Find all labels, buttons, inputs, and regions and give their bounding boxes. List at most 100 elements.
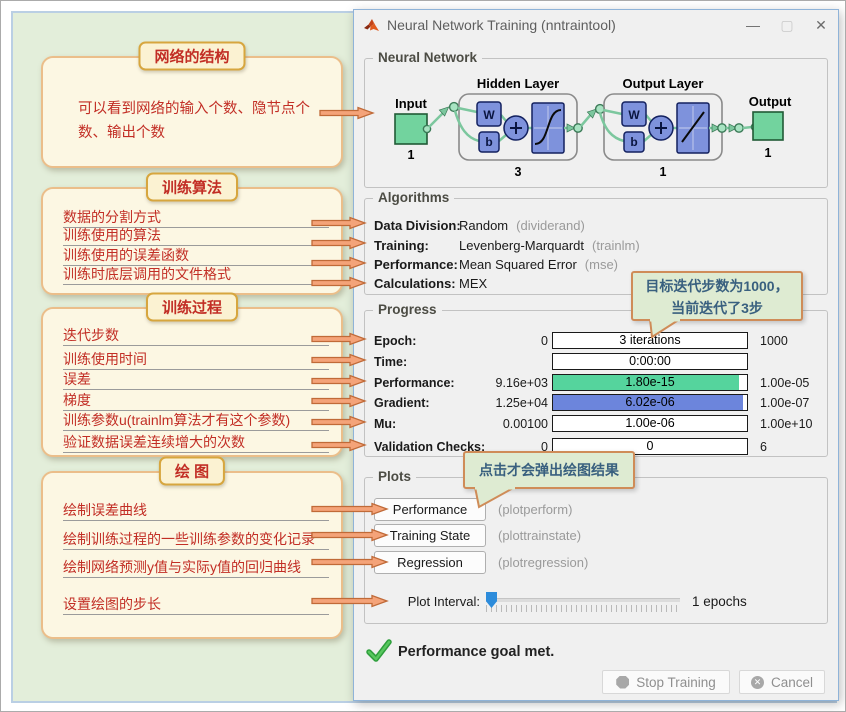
maximize-button: ▢ bbox=[780, 17, 794, 33]
callout-text: 点击才会弹出绘图结果 bbox=[479, 462, 619, 478]
progress-min: 0 bbox=[541, 333, 548, 348]
hidden-count: 3 bbox=[515, 165, 522, 179]
cancel-icon: ✕ bbox=[750, 675, 764, 689]
performance-plot-button[interactable]: Performance bbox=[374, 498, 486, 521]
annotation-badge: 绘 图 bbox=[158, 456, 226, 486]
progress-row-performance: Performance: 9.16e+03 1.80e-15 1.00e-05 bbox=[374, 374, 809, 391]
annotation-item: 数据的分割方式 bbox=[63, 209, 329, 228]
progress-row-time: Time: 0:00:00 bbox=[374, 353, 760, 370]
progress-row-validation-checks: Validation Checks: 0 0 6 bbox=[374, 438, 767, 455]
algorithms-group: Algorithms bbox=[364, 190, 828, 295]
alg-row-label: Calculations: bbox=[374, 275, 456, 291]
progress-value: 0:00:00 bbox=[629, 354, 671, 368]
performance-plot-fn: (plotperform) bbox=[498, 502, 573, 517]
callout-epoch-note: 目标迭代步数为1000， 当前迭代了3步 bbox=[631, 271, 803, 321]
algorithm-row: Calculations: MEX bbox=[374, 274, 495, 292]
callout-tail bbox=[649, 319, 681, 339]
algorithm-row: Performance: Mean Squared Error (mse) bbox=[374, 255, 618, 273]
output-layer-count: 1 bbox=[660, 165, 667, 179]
arrow-right-icon bbox=[311, 594, 389, 608]
progress-label: Mu: bbox=[374, 416, 397, 431]
progress-row-epoch: Epoch: 0 3 iterations 1000 bbox=[374, 332, 788, 349]
progress-label: Time: bbox=[374, 354, 408, 369]
progress-label: Gradient: bbox=[374, 395, 430, 410]
regression-plot-button[interactable]: Regression bbox=[374, 551, 486, 574]
hidden-weight-label: W bbox=[483, 108, 495, 122]
annotation-item: 迭代步数 bbox=[63, 327, 329, 346]
annotation-text: 可以看到网络的输入个数、隐节点个数、输出个数 bbox=[78, 101, 310, 141]
progress-value: 6.02e-06 bbox=[625, 395, 675, 409]
alg-row-value: MEX bbox=[459, 275, 488, 291]
annotation-item: 训练使用的算法 bbox=[63, 227, 329, 246]
alg-row-fn: (trainlm) bbox=[592, 237, 640, 253]
annotation-badge: 训练过程 bbox=[145, 292, 239, 322]
progress-value: 1.00e-06 bbox=[625, 416, 675, 430]
arrow-right-icon bbox=[311, 332, 367, 346]
progress-bar: 1.80e-15 bbox=[552, 374, 748, 391]
alg-row-value: Levenberg-Marquardt bbox=[459, 237, 585, 253]
progress-fill bbox=[553, 375, 740, 390]
arrow-right-icon bbox=[311, 394, 367, 408]
annotation-item: 梯度 bbox=[63, 392, 329, 411]
progress-label: Performance: bbox=[374, 375, 455, 390]
progress-bar: 1.00e-06 bbox=[552, 415, 748, 432]
progress-min: 0.00100 bbox=[502, 416, 548, 431]
annotation-item: 绘制网络预测y值与实际y值的回归曲线 bbox=[63, 559, 329, 578]
training-state-plot-button[interactable]: Training State bbox=[374, 524, 486, 547]
neural-network-group: Neural Network bbox=[364, 50, 828, 188]
progress-max: 1.00e+10 bbox=[760, 416, 813, 431]
arrow-right-icon bbox=[311, 216, 367, 230]
alg-row-value: Random bbox=[459, 217, 509, 233]
algorithm-row: Training: Levenberg-Marquardt (trainlm) bbox=[374, 236, 640, 254]
progress-min: 1.25e+04 bbox=[495, 395, 548, 410]
progress-value: 3 iterations bbox=[619, 333, 681, 347]
titlebar[interactable]: Neural Network Training (nntraintool) — … bbox=[354, 10, 838, 40]
progress-max: 1.00e-05 bbox=[760, 375, 810, 390]
alg-row-fn: (dividerand) bbox=[516, 217, 585, 233]
output-bias-label: b bbox=[630, 135, 637, 149]
status-message: Performance goal met. bbox=[398, 644, 555, 660]
algorithms-group-title: Algorithms bbox=[373, 190, 455, 205]
output-label: Output bbox=[749, 94, 792, 109]
output-block bbox=[752, 111, 784, 141]
arrow-right-icon bbox=[311, 502, 389, 516]
annotation-item: 训练参数u(trainlm算法才有这个参数) bbox=[63, 412, 329, 431]
cancel-button[interactable]: ✕ Cancel bbox=[739, 670, 825, 694]
slider-track[interactable] bbox=[486, 598, 680, 602]
annotation-box-network-structure: 可以看到网络的输入个数、隐节点个数、输出个数 bbox=[41, 56, 343, 168]
progress-label: Validation Checks: bbox=[374, 439, 486, 454]
annotation-item: 绘制训练过程的一些训练参数的变化记录 bbox=[63, 531, 329, 550]
annotation-item: 训练时底层调用的文件格式 bbox=[63, 266, 329, 285]
callout-tail bbox=[474, 487, 516, 509]
close-button[interactable]: ✕ bbox=[815, 17, 827, 33]
progress-bar: 6.02e-06 bbox=[552, 394, 748, 411]
callout-plots-note: 点击才会弹出绘图结果 bbox=[463, 451, 635, 489]
plot-interval-slider[interactable] bbox=[486, 592, 680, 614]
hidden-bias-label: b bbox=[485, 135, 492, 149]
output-count: 1 bbox=[765, 146, 772, 160]
stop-training-button[interactable]: Stop Training bbox=[602, 670, 730, 694]
annotation-badge: 网络的结构 bbox=[138, 41, 246, 71]
callout-text: 目标迭代步数为1000， bbox=[645, 278, 789, 294]
progress-bar: 3 iterations bbox=[552, 332, 748, 349]
alg-row-value: Mean Squared Error bbox=[459, 256, 577, 272]
progress-row-gradient: Gradient: 1.25e+04 6.02e-06 1.00e-07 bbox=[374, 394, 809, 411]
progress-bar: 0:00:00 bbox=[552, 353, 748, 370]
alg-row-fn: (mse) bbox=[584, 256, 618, 272]
minimize-button[interactable]: — bbox=[746, 17, 760, 33]
annotation-item: 验证数据误差连续增大的次数 bbox=[63, 434, 329, 453]
progress-max: 6 bbox=[760, 439, 767, 454]
slider-thumb[interactable] bbox=[486, 592, 497, 608]
input-label: Input bbox=[395, 96, 427, 111]
progress-value: 1.80e-15 bbox=[625, 375, 675, 389]
annotation-box-training-algorithms: 数据的分割方式 训练使用的算法 训练使用的误差函数 训练时底层调用的文件格式 bbox=[41, 187, 343, 295]
callout-text: 当前迭代了3步 bbox=[671, 300, 763, 316]
arrow-right-icon bbox=[311, 374, 367, 388]
annotation-box-plots: 绘制误差曲线 绘制训练过程的一些训练参数的变化记录 绘制网络预测y值与实际y值的… bbox=[41, 471, 343, 639]
arrow-right-icon bbox=[311, 438, 367, 452]
progress-group-title: Progress bbox=[373, 302, 442, 317]
arrow-right-icon bbox=[311, 236, 367, 250]
regression-plot-fn: (plotregression) bbox=[498, 555, 589, 570]
arrow-right-icon bbox=[319, 106, 375, 120]
